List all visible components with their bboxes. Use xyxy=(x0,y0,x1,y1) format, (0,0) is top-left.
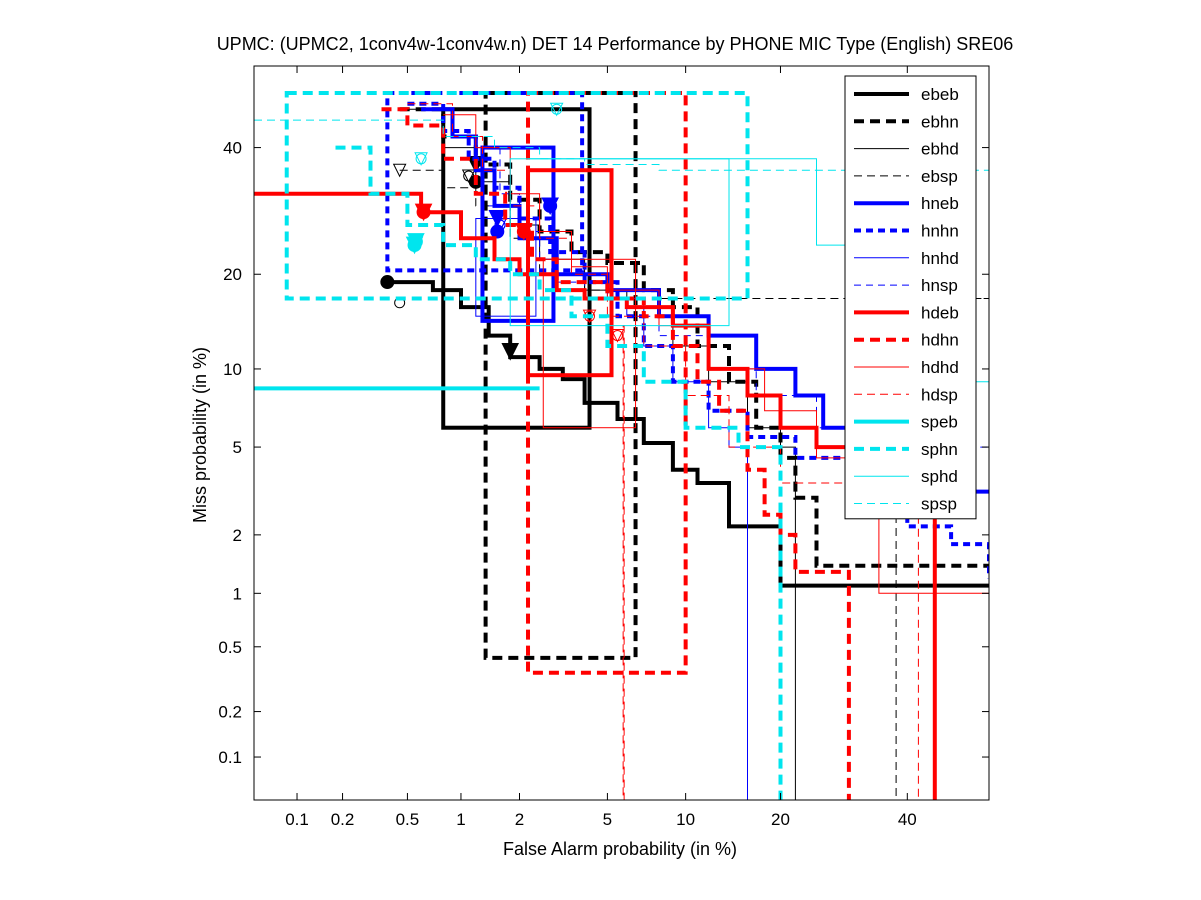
series-ebeb xyxy=(380,107,989,588)
y-tick-label: 40 xyxy=(223,139,242,158)
y-tick-label: 20 xyxy=(223,265,242,284)
series-sphn xyxy=(284,91,783,800)
legend-label-hdsp: hdsp xyxy=(921,385,958,404)
x-tick-label: 20 xyxy=(771,810,790,829)
x-tick-label: 0.1 xyxy=(285,810,309,829)
det-curve-ebsp xyxy=(399,169,989,800)
x-axis: 0.1 0.2 0.5 1 2 5 10 20 40 xyxy=(285,66,917,829)
actual-dcf-marker-hnhn xyxy=(541,197,559,216)
confidence-box-ebeb xyxy=(441,107,592,430)
x-tick-label: 0.2 xyxy=(331,810,355,829)
x-tick-label: 0.5 xyxy=(396,810,420,829)
legend-label-hdhn: hdhn xyxy=(921,331,959,350)
actual-dcf-marker-sphn xyxy=(407,233,425,251)
confidence-box-hdhn xyxy=(526,91,688,675)
legend-label-hdhd: hdhd xyxy=(921,358,959,377)
x-tick-label: 2 xyxy=(515,810,524,829)
actual-dcf-marker-hdeb xyxy=(414,203,433,222)
legend-label-hnhn: hnhn xyxy=(921,222,959,241)
legend-label-ebhn: ebhn xyxy=(921,112,959,131)
legend-box xyxy=(844,75,977,520)
y-axis-label: Miss probability (in %) xyxy=(190,347,210,523)
confidence-box-hdhd xyxy=(542,258,637,429)
x-tick-label: 10 xyxy=(676,810,695,829)
actual-dcf-marker-ebhd xyxy=(461,169,476,184)
actual-dcf-marker-ebsp xyxy=(392,163,407,178)
legend-label-hdeb: hdeb xyxy=(921,303,959,322)
legend-label-hneb: hneb xyxy=(921,194,959,213)
legend: ebeb ebhn ebhd ebsp hneb hnhn hnhd hnsp hdeb hdhn… xyxy=(844,75,977,520)
legend-label-hnsp: hnsp xyxy=(921,276,958,295)
y-tick-label: 5 xyxy=(233,438,242,457)
det-curve-ebeb xyxy=(387,280,989,588)
y-tick-label: 2 xyxy=(233,526,242,545)
min-dcf-marker-ebeb xyxy=(380,275,395,290)
legend-label-sphd: sphd xyxy=(921,467,958,486)
x-axis-label: False Alarm probability (in %) xyxy=(503,839,737,859)
legend-label-spsp: spsp xyxy=(921,495,957,514)
actual-dcf-marker-hdhn xyxy=(515,223,533,241)
series-spsp xyxy=(254,119,989,171)
series-layer xyxy=(254,91,989,800)
legend-label-ebeb: ebeb xyxy=(921,85,959,104)
confidence-box-sphn xyxy=(284,91,750,301)
x-tick-label: 40 xyxy=(898,810,917,829)
y-tick-label: 0.1 xyxy=(218,748,242,767)
actual-dcf-marker-ebeb xyxy=(501,342,520,361)
legend-label-hnhd: hnhd xyxy=(921,249,959,268)
y-tick-label: 10 xyxy=(223,360,242,379)
det-curve-spsp xyxy=(254,119,989,171)
legend-label-speb: speb xyxy=(921,413,958,432)
plot-frame xyxy=(253,65,990,801)
y-tick-label: 0.2 xyxy=(218,703,242,722)
chart-title: UPMC: (UPMC2, 1conv4w-1conv4w.n) DET 14 … xyxy=(217,34,1014,54)
y-tick-label: 0.5 xyxy=(218,638,242,657)
legend-label-ebhd: ebhd xyxy=(921,140,959,159)
y-tick-label: 1 xyxy=(233,584,242,603)
actual-dcf-marker-hdhd xyxy=(610,329,625,343)
actual-dcf-marker-sphd xyxy=(549,102,564,117)
det-curve-sphn xyxy=(335,145,783,800)
x-tick-label: 1 xyxy=(456,810,465,829)
legend-label-sphn: sphn xyxy=(921,440,958,459)
actual-dcf-marker-spsp xyxy=(414,152,428,166)
y-axis: 0.1 0.2 0.5 1 2 5 10 20 40 xyxy=(218,139,989,767)
legend-label-ebsp: ebsp xyxy=(921,167,958,186)
actual-dcf-marker-hnsp xyxy=(493,218,507,233)
x-tick-label: 5 xyxy=(603,810,612,829)
